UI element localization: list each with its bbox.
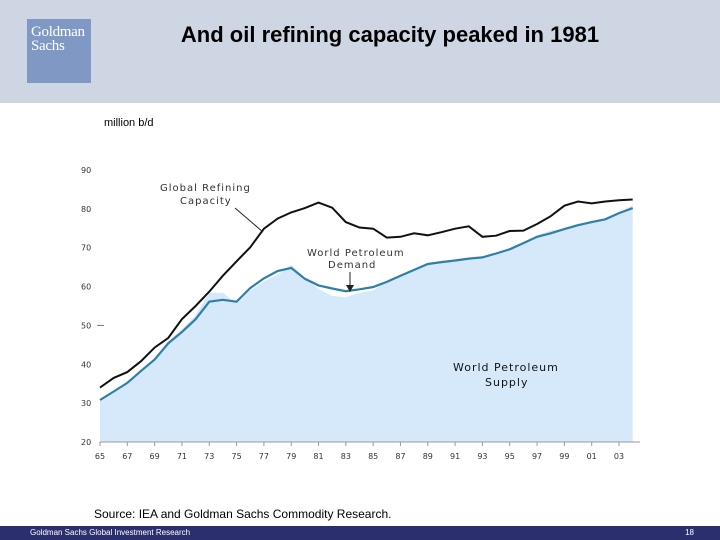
logo-line-2: Sachs — [31, 38, 65, 54]
x-tick-label: 97 — [532, 452, 542, 461]
y-tick-label: 70 — [81, 244, 91, 253]
x-tick-label: 91 — [450, 452, 460, 461]
goldman-sachs-logo: Goldman Sachs — [27, 19, 91, 83]
x-tick-label: 71 — [177, 452, 187, 461]
source-note: Source: IEA and Goldman Sachs Commodity … — [94, 507, 392, 521]
x-tick-label: 85 — [368, 452, 378, 461]
x-tick-label: 67 — [122, 452, 132, 461]
x-tick-label: 65 — [95, 452, 105, 461]
y-tick-label: 40 — [81, 360, 91, 369]
y-tick-label: 60 — [81, 283, 91, 292]
annotation-refining-capacity-line1: Global Refining — [160, 183, 251, 194]
x-tick-label: 03 — [614, 452, 624, 461]
x-tick-label: 73 — [204, 452, 214, 461]
series-world-petroleum-demand-line — [99, 207, 634, 401]
x-tick-label: 87 — [395, 452, 405, 461]
x-tick-label: 89 — [423, 452, 433, 461]
annotation-demand-arrowhead — [346, 285, 354, 292]
x-tick-label: 77 — [259, 452, 269, 461]
y-tick-label: 80 — [81, 205, 91, 214]
series-global-refining-capacity-line — [99, 198, 633, 389]
x-tick-label: 01 — [587, 452, 597, 461]
y-tick-label: 30 — [81, 399, 91, 408]
annotation-demand-line1: World Petroleum — [307, 248, 405, 259]
annotation-demand-line2: Demand — [328, 260, 376, 271]
y-axis-unit-label: million b/d — [104, 117, 154, 129]
x-tick-label: 79 — [286, 452, 296, 461]
x-tick-label: 75 — [231, 452, 241, 461]
y-tick-label: 20 — [81, 438, 91, 447]
x-tick-label: 81 — [313, 452, 323, 461]
page-number: 18 — [685, 528, 694, 537]
x-tick-label: 95 — [505, 452, 515, 461]
y-tick-label: 50 — [81, 321, 91, 330]
slide-header: Goldman Sachs And oil refining capacity … — [0, 0, 720, 103]
x-tick-label: 83 — [341, 452, 351, 461]
x-tick-label: 99 — [559, 452, 569, 461]
footer-bar: Goldman Sachs Global Investment Research… — [0, 526, 720, 540]
annotation-supply-line1: World Petroleum — [453, 361, 559, 374]
x-tick-label: 69 — [150, 452, 160, 461]
annotation-refining-capacity-leader — [234, 207, 264, 233]
footer-publisher: Goldman Sachs Global Investment Research — [30, 528, 191, 537]
logo-line-1: Goldman — [31, 24, 85, 40]
x-tick-label: 93 — [477, 452, 487, 461]
page-title: And oil refining capacity peaked in 1981 — [180, 22, 600, 47]
annotation-refining-capacity-line2: Capacity — [180, 196, 232, 207]
y-tick-label: 90 — [81, 166, 91, 175]
series-world-petroleum-supply-area — [100, 205, 633, 442]
annotation-supply-line2: Supply — [485, 376, 529, 389]
